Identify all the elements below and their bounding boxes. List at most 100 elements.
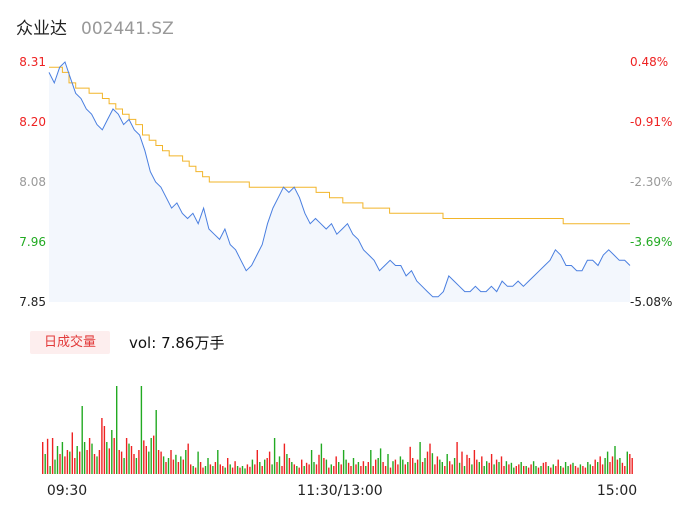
volume-bar <box>293 464 295 474</box>
volume-bar <box>111 430 113 474</box>
volume-value: 7.86万手 <box>161 334 225 352</box>
x-tick-label: 09:30 <box>47 483 87 499</box>
volume-bar <box>71 432 73 474</box>
volume-bar <box>296 466 298 474</box>
y-left-tick-label: 7.85 <box>19 295 46 309</box>
volume-bar <box>436 456 439 474</box>
volume-bar <box>229 464 231 474</box>
y-left-tick-label: 7.96 <box>19 235 46 249</box>
volume-bar <box>461 451 463 474</box>
volume-bar <box>266 458 268 474</box>
stock-name: 众业达 <box>16 19 67 39</box>
volume-bar <box>120 451 123 474</box>
volume-bar <box>125 438 128 474</box>
volume-bar <box>254 464 256 474</box>
volume-bar <box>446 454 448 474</box>
volume-bar <box>182 459 184 474</box>
volume-bar <box>310 450 313 474</box>
time-axis: 09:30 11:30/13:00 15:00 <box>47 483 637 499</box>
volume-bar <box>439 459 441 474</box>
volume-bar <box>145 446 147 474</box>
volume-bar <box>481 456 483 474</box>
volume-readout: vol: 7.86万手 <box>129 332 224 353</box>
volume-bar <box>335 456 337 474</box>
volume-bar <box>444 466 446 474</box>
volume-bar <box>434 464 436 474</box>
volume-bar <box>155 410 157 474</box>
volume-bar <box>86 450 88 474</box>
volume-bar <box>394 459 397 474</box>
y-right-tick-label: -2.30% <box>630 175 672 189</box>
volume-bar <box>291 462 293 474</box>
volume-bar <box>197 451 199 474</box>
volume-bar <box>244 468 246 474</box>
stock-header: 众业达 002441.SZ <box>16 14 174 39</box>
volume-bar <box>367 462 369 474</box>
y-right-tick-label: 0.48% <box>630 55 668 69</box>
volume-bar <box>626 451 628 474</box>
volume-bar <box>552 464 554 474</box>
volume-bar <box>412 458 414 474</box>
volume-bar <box>140 386 143 474</box>
volume-bar <box>103 426 106 474</box>
volume-bar <box>604 458 606 474</box>
volume-bar <box>133 454 135 474</box>
volume-bar <box>64 456 66 474</box>
volume-bar <box>239 467 241 474</box>
volume-bar <box>619 458 621 474</box>
volume-bar <box>256 450 258 474</box>
volume-bar <box>49 466 51 474</box>
volume-bar <box>325 459 328 474</box>
volume-bar <box>535 466 537 474</box>
avg-price-line <box>49 66 630 225</box>
volume-bar <box>54 459 56 474</box>
volume-bar <box>631 458 633 474</box>
volume-bar <box>217 450 219 474</box>
volume-bar <box>187 443 189 474</box>
volume-bar <box>118 450 120 474</box>
volume-bar <box>328 467 330 474</box>
volume-bar <box>456 442 458 474</box>
volume-bar <box>421 462 424 474</box>
volume-bar <box>463 466 466 474</box>
volume-bar <box>308 464 310 474</box>
volume-bar <box>414 462 416 474</box>
volume-bar <box>592 466 594 474</box>
volume-bar <box>488 462 490 474</box>
volume-bar <box>320 443 323 474</box>
volume-bar <box>234 461 236 474</box>
volume-bar <box>172 459 175 474</box>
x-tick-label: 11:30/13:00 <box>297 483 382 499</box>
volume-bar <box>207 458 209 474</box>
volume-bar <box>59 454 61 474</box>
volume-bar <box>350 466 352 474</box>
volume-bar <box>199 462 202 474</box>
volume-bar <box>93 454 96 474</box>
volume-bar <box>298 467 300 474</box>
volume-bar <box>88 438 91 474</box>
volume-bar <box>313 462 315 474</box>
volume-bar <box>153 435 155 474</box>
volume-bar <box>352 458 355 474</box>
volume-bar <box>177 462 180 474</box>
volume-bars <box>42 386 633 474</box>
volume-bar <box>301 459 303 474</box>
volume-badge[interactable]: 日成交量 <box>30 331 110 354</box>
volume-bar <box>584 467 587 474</box>
volume-bar <box>397 464 399 474</box>
volume-bar <box>572 462 574 474</box>
volume-bar <box>194 467 197 474</box>
volume-bar <box>611 456 614 474</box>
volume-bar <box>212 466 214 474</box>
volume-bar <box>407 462 409 474</box>
volume-bar <box>362 461 365 474</box>
volume-bar <box>123 458 125 474</box>
volume-bar <box>180 456 182 474</box>
volume-bar <box>490 454 493 474</box>
volume-bar <box>130 446 133 474</box>
volume-bar <box>476 459 478 474</box>
volume-bar <box>370 450 372 474</box>
volume-bar <box>379 448 382 474</box>
volume-bar <box>148 451 150 474</box>
